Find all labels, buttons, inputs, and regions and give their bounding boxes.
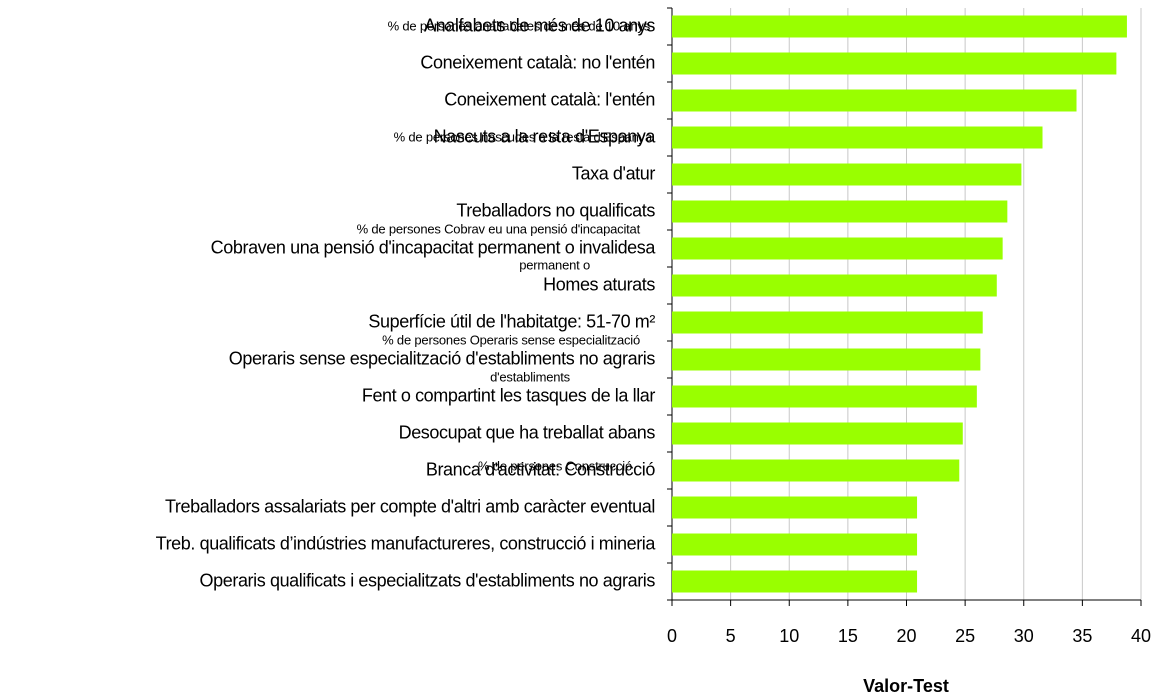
x-tick-label: 10 — [779, 626, 799, 646]
x-tick-label: 25 — [955, 626, 975, 646]
bar — [672, 274, 997, 297]
category-label: Nascuts a la resta d'Espanya — [434, 126, 657, 146]
bar — [672, 163, 1022, 186]
x-tick-label: 30 — [1014, 626, 1034, 646]
category-label: Treb. qualificats d’indústries manufactu… — [156, 533, 657, 553]
bar — [672, 126, 1043, 149]
x-tick-label: 5 — [726, 626, 736, 646]
category-label: Fent o compartint les tasques de la llar — [362, 385, 656, 405]
bar — [672, 237, 1003, 260]
x-tick-label: 0 — [667, 626, 677, 646]
annotation: % de persones nascudes a la resta d'Espa… — [394, 129, 653, 144]
category-label: Branca d'activitat: Construcció — [426, 459, 656, 479]
bar — [672, 570, 918, 593]
annotation: d'establiments — [490, 369, 571, 384]
x-tick-label: 15 — [838, 626, 858, 646]
x-tick-label: 35 — [1072, 626, 1092, 646]
bar — [672, 200, 1008, 223]
category-label: Treballadors no qualificats — [456, 200, 655, 220]
bar — [672, 15, 1127, 38]
bar — [672, 311, 983, 334]
category-label: Superfície útil de l'habitatge: 51-70 m² — [368, 311, 655, 331]
annotation: % de persones analfabetes de més de 10 a… — [388, 18, 651, 33]
bar — [672, 533, 918, 556]
x-axis-title: Valor-Test — [863, 676, 949, 696]
annotation: permanent o — [519, 257, 590, 272]
annotation: % de persones Cobrav eu una pensió d'inc… — [357, 221, 641, 236]
category-label: Homes aturats — [543, 274, 655, 294]
category-label: Coneixement català: no l'entén — [420, 52, 655, 72]
bar — [672, 459, 960, 482]
x-tick-label: 20 — [896, 626, 916, 646]
annotation: % de persones Operaris sense especialitz… — [382, 332, 640, 347]
annotation: % de persones Construcció — [478, 458, 632, 473]
category-label: Operaris sense especialització d'establi… — [229, 348, 656, 368]
category-label: Taxa d'atur — [572, 163, 655, 183]
category-label: Desocupat que ha treballat abans — [399, 422, 656, 442]
bar — [672, 348, 981, 371]
bar — [672, 89, 1077, 112]
bar — [672, 385, 977, 408]
category-label: Analfabets de més de 10 anys — [424, 15, 655, 35]
category-label: Coneixement català: l'entén — [444, 89, 655, 109]
bar — [672, 422, 963, 445]
category-label: Treballadors assalariats per compte d'al… — [165, 496, 655, 516]
bar — [672, 496, 918, 519]
category-label: Operaris qualificats i especialitzats d'… — [200, 570, 656, 590]
bar — [672, 52, 1117, 75]
x-tick-label: 40 — [1131, 626, 1151, 646]
category-label: Cobraven una pensió d'incapacitat perman… — [211, 237, 657, 257]
